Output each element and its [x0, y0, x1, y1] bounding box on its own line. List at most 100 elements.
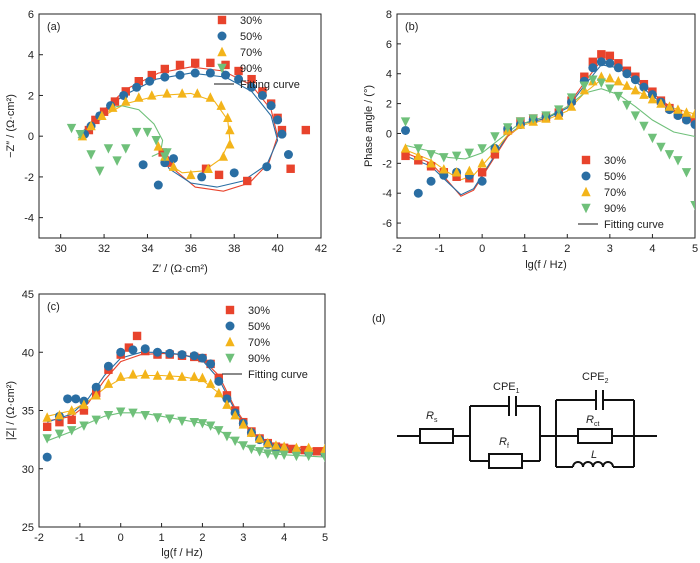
- point-70pct: [271, 440, 281, 450]
- point-90pct: [579, 81, 590, 91]
- fit-curve-70pct: [47, 374, 325, 450]
- point-30pct: [124, 343, 134, 352]
- point-50pct: [140, 344, 150, 354]
- point-50pct: [160, 72, 170, 82]
- plot-frame: [38, 13, 322, 239]
- point-70pct: [177, 88, 187, 98]
- y-tick-label: 2: [28, 90, 34, 102]
- point-70pct: [246, 427, 257, 437]
- point-90pct: [66, 426, 77, 436]
- point-90pct: [66, 123, 77, 134]
- legend-label-70pct: 70%: [248, 337, 270, 349]
- point-70pct: [216, 100, 226, 110]
- point-50pct: [152, 347, 162, 357]
- point-90pct: [541, 111, 551, 121]
- point-30pct: [42, 422, 52, 432]
- point-70pct: [192, 88, 203, 98]
- point-30pct: [121, 87, 130, 96]
- point-90pct: [451, 151, 462, 162]
- point-50pct: [138, 160, 148, 170]
- point-90pct: [54, 429, 65, 439]
- point-50pct: [205, 68, 215, 78]
- panel-label: (c): [47, 301, 60, 313]
- fit-curve-30pct: [405, 59, 695, 197]
- fit-curves: [405, 59, 695, 197]
- x-tick-label: -1: [75, 532, 85, 544]
- x-tick-label: 40: [271, 243, 283, 255]
- legend-label-90pct: 90%: [248, 353, 270, 365]
- y-axis-label: Phase angle / (°): [363, 85, 375, 167]
- point-50pct: [229, 168, 239, 178]
- x-tick-label: 36: [185, 243, 197, 255]
- point-90pct: [162, 148, 172, 158]
- point-70pct: [673, 104, 683, 114]
- panel-label: (a): [47, 21, 60, 33]
- data-points: [400, 50, 695, 211]
- y-tick-label: 25: [22, 522, 34, 534]
- legend-label-90pct: 90%: [604, 203, 626, 215]
- legend-label-50pct: 50%: [604, 171, 626, 183]
- point-50pct: [588, 63, 598, 73]
- point-70pct: [97, 110, 107, 121]
- point-30pct: [588, 57, 598, 66]
- point-70pct: [413, 150, 423, 161]
- point-30pct: [175, 60, 185, 70]
- legend: 30% 50% 70% 90% Fitting curve: [222, 305, 308, 381]
- point-30pct: [288, 444, 297, 454]
- point-70pct: [197, 372, 208, 383]
- point-50pct: [190, 68, 200, 78]
- panel-a-nyquist-plot: 30 32 34 36 38 40 42 -4 -2 0 2 4 6 Z′ / (Ω·cm²) −Z″ / …: [5, 9, 327, 275]
- point-70pct: [42, 412, 52, 422]
- point-70pct: [203, 163, 213, 173]
- panel-b-phase-plot: -2 -1 0 1 2 3 4 5 -6 -4 -2 0 2 4 6 8 lg(f / Hz) Phase ang…: [363, 9, 698, 271]
- point-30pct: [67, 415, 76, 425]
- point-70pct: [630, 84, 641, 95]
- point-50pct: [197, 353, 207, 363]
- fit-curve-50pct: [405, 64, 695, 196]
- point-50pct: [622, 69, 632, 79]
- point-70pct: [103, 378, 114, 388]
- legend-marker-90pct: [225, 353, 235, 364]
- point-70pct: [622, 80, 632, 90]
- point-90pct: [528, 114, 538, 124]
- point-50pct: [639, 82, 649, 92]
- y-tick-label: 40: [22, 347, 34, 359]
- y-tick-label: 0: [28, 131, 34, 143]
- x-tick-label: 4: [281, 532, 287, 544]
- point-50pct: [132, 82, 142, 92]
- point-90pct: [142, 127, 153, 138]
- point-90pct: [664, 150, 675, 160]
- legend-marker-30pct: [581, 155, 591, 165]
- point-70pct: [426, 158, 436, 168]
- point-90pct: [630, 111, 641, 121]
- y-tick-label: 4: [386, 69, 392, 81]
- point-90pct: [254, 447, 265, 457]
- point-50pct: [197, 172, 207, 182]
- point-70pct: [128, 369, 138, 379]
- panel-d-label: (d): [372, 313, 385, 325]
- panel-label: (b): [405, 21, 418, 33]
- legend-marker-70pct: [581, 186, 591, 197]
- point-70pct: [189, 371, 199, 381]
- point-70pct: [279, 441, 289, 451]
- point-70pct: [121, 96, 131, 106]
- point-70pct: [477, 158, 487, 168]
- point-90pct: [205, 421, 216, 431]
- legend-label-70pct: 70%: [240, 47, 262, 59]
- point-30pct: [134, 77, 143, 86]
- legend-label-fitting-curve: Fitting curve: [248, 369, 308, 381]
- point-70pct: [134, 92, 144, 102]
- point-70pct: [490, 143, 500, 153]
- point-90pct: [681, 168, 692, 178]
- point-50pct: [175, 70, 185, 80]
- point-50pct: [103, 361, 113, 371]
- point-90pct: [596, 78, 607, 88]
- point-90pct: [464, 148, 475, 159]
- x-tick-label: 0: [118, 532, 124, 544]
- point-90pct: [121, 144, 131, 154]
- point-70pct: [66, 405, 77, 415]
- point-90pct: [279, 450, 289, 460]
- y-tick-label: 45: [22, 289, 34, 301]
